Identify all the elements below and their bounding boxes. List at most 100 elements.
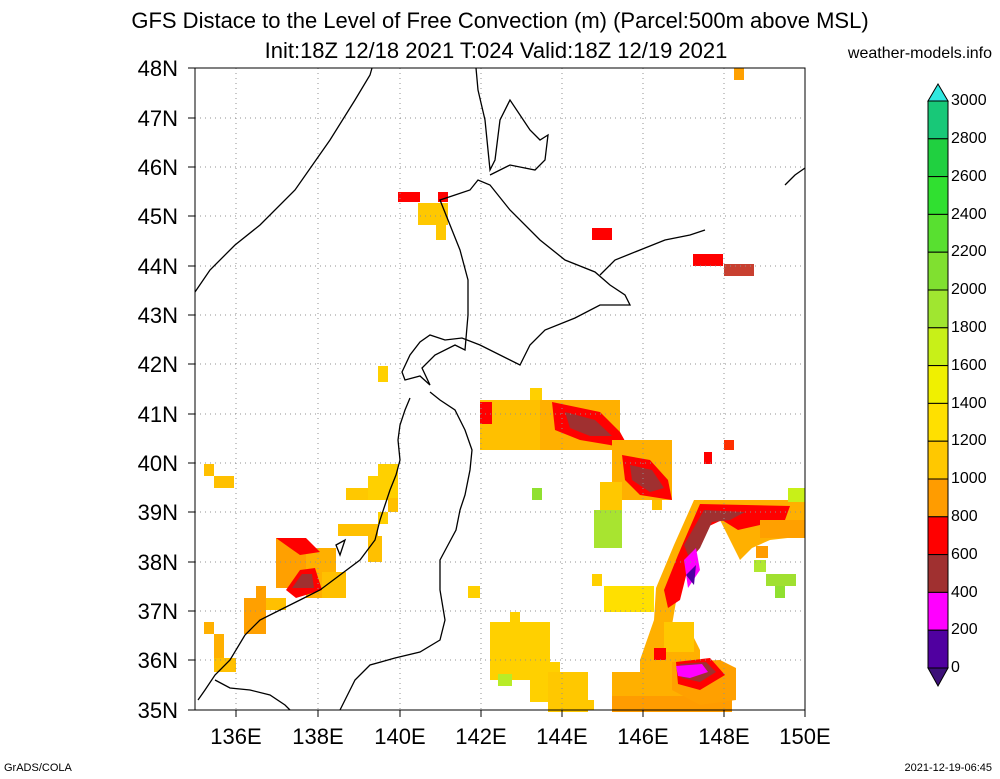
field-patch — [592, 574, 602, 586]
field-patch — [378, 366, 388, 382]
field-patch — [654, 648, 666, 660]
field-patch — [584, 700, 594, 710]
field-patch — [266, 598, 286, 610]
field-patch — [436, 224, 446, 240]
footer-software: GrADS/COLA — [4, 762, 72, 774]
colorbar-label: 1800 — [951, 319, 987, 336]
field-patch — [788, 488, 805, 502]
colorbar-label: 600 — [951, 546, 978, 563]
colorbar-top-arrow — [927, 83, 949, 102]
field-patch — [756, 546, 768, 558]
coast-sakhalin — [475, 67, 549, 176]
lfc-shading — [204, 68, 805, 712]
lat-label: 48N — [137, 56, 178, 81]
lat-label: 41N — [137, 402, 178, 427]
lon-label: 148E — [698, 724, 750, 749]
plot-frame — [194, 67, 806, 711]
field-patch — [775, 586, 785, 598]
colorbar-label: 200 — [951, 621, 978, 638]
field-patch — [346, 488, 368, 500]
colorbar-label: 2600 — [951, 168, 987, 185]
colorbar-label: 400 — [951, 584, 978, 601]
colorbar-swatch — [927, 213, 949, 253]
colorbar-bottom-arrow — [927, 667, 949, 688]
field-patch — [760, 520, 805, 538]
lat-label: 39N — [137, 500, 178, 525]
lon-label: 144E — [536, 724, 588, 749]
colorbar-label: 0 — [951, 659, 960, 676]
colorbar-swatch — [927, 100, 949, 140]
field-patch — [592, 228, 612, 240]
coast-sado — [335, 538, 347, 557]
field-patch — [724, 264, 754, 276]
field-patch — [418, 203, 448, 225]
colorbar — [927, 83, 949, 688]
field-patch — [532, 488, 542, 500]
lat-label: 35N — [137, 698, 178, 723]
lat-label: 46N — [137, 155, 178, 180]
colorbar-swatch — [927, 365, 949, 404]
colorbar-label: 2200 — [951, 243, 987, 260]
lat-label: 45N — [137, 204, 178, 229]
lon-label: 138E — [292, 724, 344, 749]
field-patch — [652, 500, 662, 510]
field-patch — [754, 560, 766, 572]
lon-label: 142E — [455, 724, 507, 749]
field-patch — [276, 538, 320, 555]
coast-hokkaido — [401, 179, 632, 386]
field-patch — [630, 465, 664, 492]
colorbar-swatch — [927, 251, 949, 291]
field-patch — [368, 536, 382, 562]
colorbar-label: 800 — [951, 508, 978, 525]
lon-label: 140E — [374, 724, 426, 749]
field-patch — [378, 464, 398, 476]
field-patch — [292, 574, 314, 588]
colorbar-label: 2400 — [951, 206, 987, 223]
colorbar-swatch — [927, 629, 949, 669]
coastlines — [194, 67, 806, 711]
field-patch — [468, 586, 480, 598]
field-patch — [693, 254, 723, 266]
field-patch — [368, 476, 398, 500]
coast-kurils — [599, 229, 706, 276]
axis-ticks — [188, 67, 806, 717]
lon-label: 146E — [617, 724, 669, 749]
field-patch — [204, 464, 214, 476]
graticule — [195, 68, 805, 710]
lat-label: 44N — [137, 254, 178, 279]
field-patch — [256, 586, 266, 598]
colorbar-label: 1600 — [951, 357, 987, 374]
colorbar-swatch — [927, 289, 949, 329]
coast-kii — [214, 679, 291, 711]
colorbar-swatch — [927, 554, 949, 593]
map-title: GFS Distace to the Level of Free Convect… — [131, 8, 869, 33]
coast-kamchatka — [784, 167, 806, 186]
coast-continent — [194, 67, 373, 293]
coast-honshu-west — [197, 397, 411, 701]
footer-timestamp: 2021-12-19-06:45 — [904, 762, 992, 774]
field-patch — [664, 622, 694, 652]
field-patch — [480, 402, 492, 424]
field-patch — [498, 674, 512, 686]
colorbar-swatch — [927, 327, 949, 367]
field-patch — [600, 482, 622, 512]
field-patch — [766, 574, 796, 586]
lat-label: 40N — [137, 451, 178, 476]
colorbar-swatch — [927, 402, 949, 442]
lon-label: 150E — [779, 724, 831, 749]
field-patch — [338, 524, 378, 536]
colorbar-swatch — [927, 516, 949, 556]
field-patch — [676, 664, 708, 678]
lon-label: 136E — [210, 724, 262, 749]
colorbar-swatch — [927, 440, 949, 480]
field-patch — [684, 510, 745, 560]
colorbar-swatch — [927, 176, 949, 215]
field-patch — [684, 548, 700, 588]
field-patch — [724, 440, 734, 450]
colorbar-label: 3000 — [951, 92, 987, 109]
colorbar-label: 1200 — [951, 432, 987, 449]
map-subtitle: Init:18Z 12/18 2021 T:024 Valid:18Z 12/1… — [264, 38, 728, 63]
colorbar-label: 2000 — [951, 281, 987, 298]
colorbar-label: 1400 — [951, 395, 987, 412]
colorbar-label: 2800 — [951, 130, 987, 147]
